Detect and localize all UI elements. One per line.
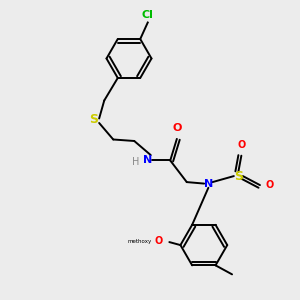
Text: S: S bbox=[89, 113, 98, 127]
Text: Cl: Cl bbox=[142, 10, 154, 20]
Text: O: O bbox=[265, 180, 274, 190]
Text: N: N bbox=[204, 178, 213, 189]
Text: O: O bbox=[172, 124, 182, 134]
Text: N: N bbox=[143, 155, 152, 166]
Text: H: H bbox=[132, 157, 139, 167]
Text: methoxy: methoxy bbox=[127, 239, 151, 244]
Text: O: O bbox=[237, 140, 245, 150]
Text: S: S bbox=[234, 169, 243, 183]
Text: O: O bbox=[154, 236, 162, 247]
